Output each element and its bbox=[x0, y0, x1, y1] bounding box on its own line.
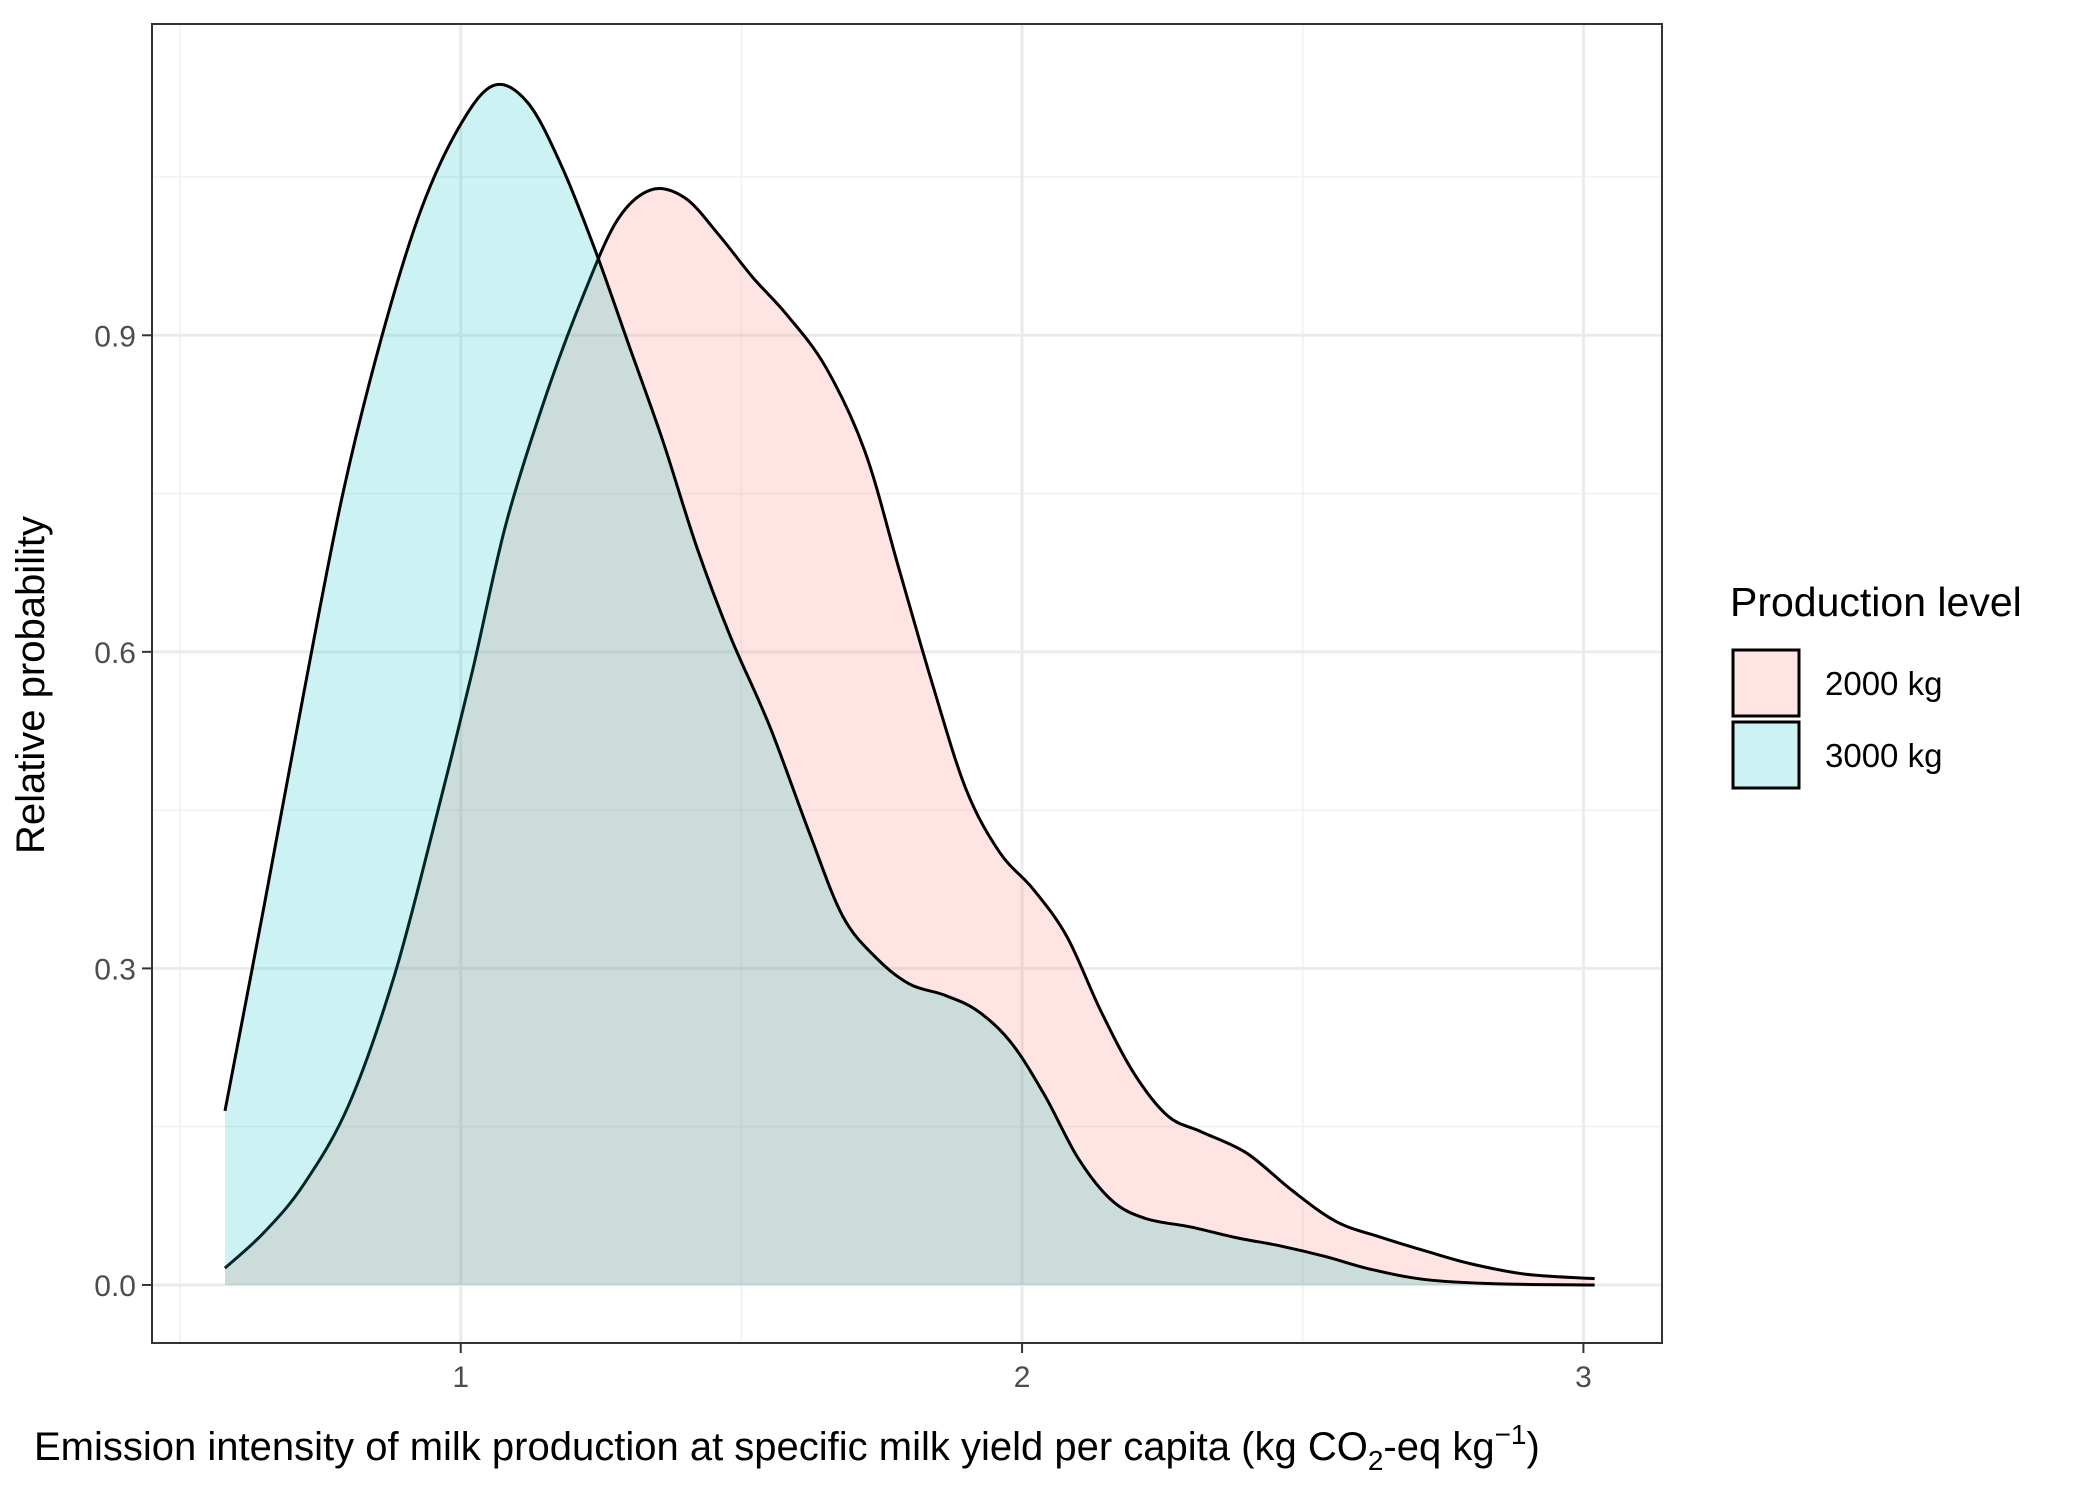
legend-title: Production level bbox=[1730, 579, 2022, 625]
density-areas bbox=[223, 82, 1595, 1287]
major-gridlines bbox=[152, 24, 1662, 1343]
x-axis-ticks: 1 2 3 bbox=[452, 1343, 1592, 1394]
minor-gridlines bbox=[152, 24, 1662, 1343]
x-tick-label: 1 bbox=[452, 1361, 469, 1394]
x-axis-title-end: ) bbox=[1527, 1425, 1540, 1469]
y-tick-label: 0.9 bbox=[94, 320, 136, 353]
y-tick-label: 0.0 bbox=[94, 1270, 136, 1303]
y-tick-label: 0.3 bbox=[94, 953, 136, 986]
x-axis-title-mid: -eq kg bbox=[1383, 1425, 1494, 1469]
legend-label-1: 3000 kg bbox=[1825, 737, 1942, 774]
y-axis-ticks: 0.0 0.3 0.6 0.9 bbox=[94, 320, 152, 1303]
x-axis-title-subscript: 2 bbox=[1368, 1445, 1384, 1476]
x-tick-label: 2 bbox=[1014, 1361, 1031, 1394]
y-axis-title: Relative probability bbox=[9, 516, 53, 854]
legend-key-1 bbox=[1731, 720, 1801, 790]
legend: Production level 2000 kg 3000 kg bbox=[1730, 579, 2022, 790]
x-tick-label: 3 bbox=[1575, 1361, 1592, 1394]
x-axis-title-main: Emission intensity of milk production at… bbox=[34, 1425, 1368, 1469]
y-tick-label: 0.6 bbox=[94, 637, 136, 670]
legend-label-0: 2000 kg bbox=[1825, 665, 1942, 702]
x-axis-title-superscript: −1 bbox=[1495, 1419, 1527, 1450]
density-line-0 bbox=[223, 186, 1595, 1281]
density-fill-1 bbox=[224, 84, 1595, 1285]
density-line-1 bbox=[223, 82, 1595, 1287]
x-axis-title: Emission intensity of milk production at… bbox=[34, 1419, 1540, 1476]
legend-entries: 2000 kg 3000 kg bbox=[1731, 648, 1942, 790]
legend-key-0 bbox=[1731, 648, 1801, 718]
density-fill-0 bbox=[224, 188, 1595, 1285]
panel-border bbox=[151, 23, 1663, 1344]
